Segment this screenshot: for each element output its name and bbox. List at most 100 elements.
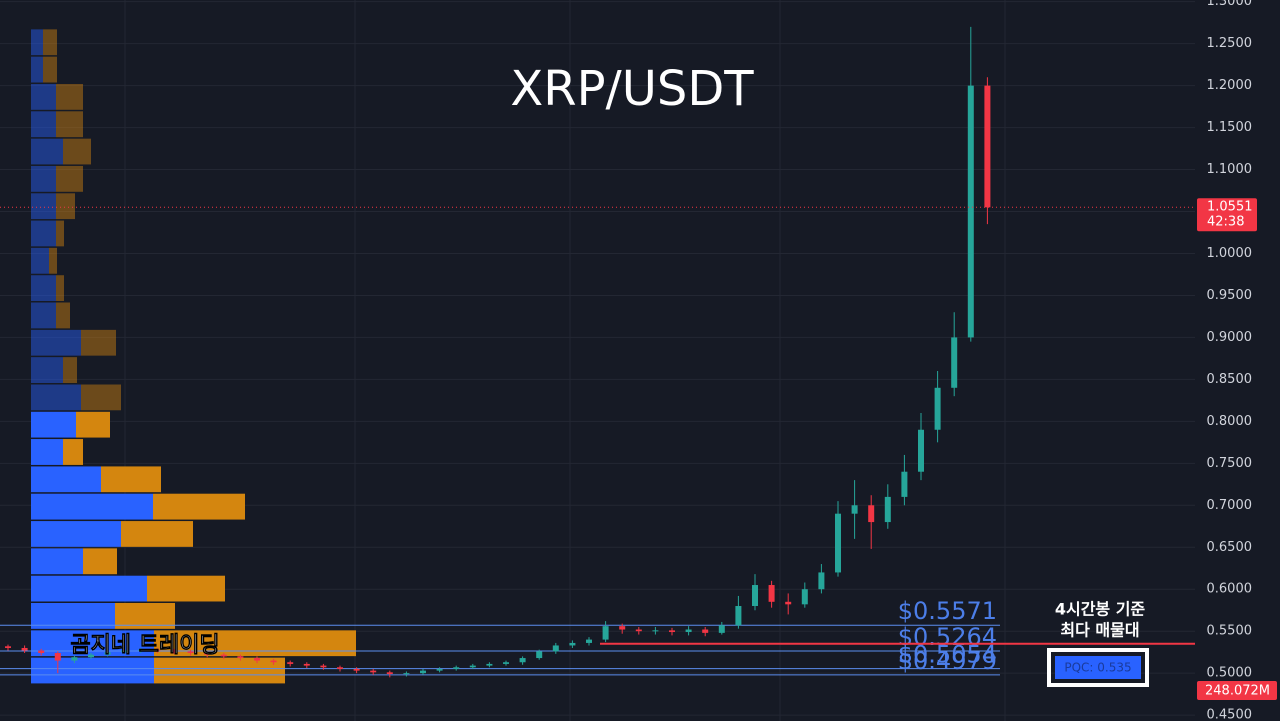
profile-sell <box>56 165 83 192</box>
profile-buy <box>31 630 154 657</box>
profile-buy <box>31 493 153 520</box>
profile-sell <box>56 84 83 110</box>
candle-body <box>735 606 742 626</box>
candle-body <box>602 626 609 640</box>
candle-body <box>320 665 327 668</box>
candle-body <box>370 670 377 673</box>
candle-body <box>685 629 692 633</box>
candle-body <box>718 625 725 633</box>
watermark: 곰지네 트레이딩 <box>70 633 219 658</box>
profile-sell <box>147 575 225 602</box>
profile-sell <box>56 275 64 302</box>
y-tick-label: 0.6500 <box>1207 540 1253 555</box>
chart-title: XRP/USDT <box>510 61 754 117</box>
y-tick-label: 0.7000 <box>1207 498 1253 513</box>
profile-buy <box>31 247 49 274</box>
y-tick-label: 1.1500 <box>1207 120 1253 135</box>
candle-body <box>220 654 227 657</box>
candle-body <box>287 662 294 664</box>
candle-body <box>519 658 526 663</box>
y-tick-label: 0.5500 <box>1207 624 1253 639</box>
candle-body <box>5 646 11 648</box>
candle-body <box>851 505 858 514</box>
level-label: $0.4979 <box>898 647 997 675</box>
candle-body <box>984 85 991 208</box>
profile-sell <box>76 411 110 438</box>
y-tick-label: 0.5000 <box>1207 666 1253 681</box>
candle-body <box>868 505 875 523</box>
poc-note: 최다 매물대 <box>1060 621 1139 640</box>
y-tick-label: 0.9500 <box>1207 288 1253 303</box>
profile-buy <box>31 29 43 56</box>
poc-note: 4시간봉 기준 <box>1055 600 1146 619</box>
y-tick-label: 0.7500 <box>1207 456 1253 471</box>
candle-body <box>171 650 177 652</box>
candle-body <box>353 668 360 671</box>
volume-profile <box>31 29 356 684</box>
y-tick-label: 0.4500 <box>1207 708 1253 721</box>
profile-buy <box>31 439 63 465</box>
profile-buy <box>31 302 56 329</box>
profile-sell <box>101 466 161 493</box>
candle-body <box>785 601 792 605</box>
candle-body <box>270 660 277 663</box>
candle-body <box>154 649 161 651</box>
profile-sell <box>83 548 117 575</box>
profile-sell <box>154 657 285 684</box>
profile-buy <box>31 84 56 110</box>
candle-body <box>204 653 211 655</box>
profile-buy <box>31 275 56 302</box>
candle-body <box>901 471 908 497</box>
profile-buy <box>31 220 56 247</box>
candle-body <box>21 647 28 651</box>
candle-body <box>768 585 775 602</box>
candle-body <box>967 85 974 338</box>
profile-sell <box>56 302 70 329</box>
profile-buy <box>31 575 147 602</box>
level-label: $0.5264 <box>898 623 997 651</box>
candle-body <box>104 652 111 655</box>
profile-buy <box>31 411 76 438</box>
candle-body <box>934 387 941 430</box>
y-tick-label: 1.2500 <box>1207 36 1253 51</box>
profile-buy <box>31 111 56 138</box>
candle-body <box>669 630 675 633</box>
profile-buy <box>31 357 63 384</box>
candle-body <box>569 642 576 646</box>
volume-tag <box>1197 681 1277 700</box>
profile-buy <box>31 521 121 547</box>
candle-body <box>38 650 45 654</box>
candle-body <box>469 665 476 668</box>
profile-sell <box>81 329 116 356</box>
candle-body <box>702 629 709 633</box>
countdown-label: 42:38 <box>1207 215 1244 230</box>
profile-sell <box>56 111 83 138</box>
candle-body <box>536 651 543 659</box>
profile-buy <box>31 193 56 220</box>
candle-body <box>137 649 144 651</box>
y-tick-label: 1.0000 <box>1207 246 1253 261</box>
profile-sell <box>63 357 77 384</box>
candle-body <box>237 656 244 659</box>
candle-body <box>635 629 642 632</box>
y-tick-label: 0.9000 <box>1207 330 1253 345</box>
level-label: $0.5054 <box>898 641 997 669</box>
level-label: $0.5571 <box>898 597 997 625</box>
candle-body <box>187 651 194 654</box>
candle-body <box>835 513 841 573</box>
y-tick-label: 0.6000 <box>1207 582 1253 597</box>
profile-sell <box>43 56 57 83</box>
profile-buy <box>31 138 63 165</box>
candle-body <box>918 429 924 472</box>
candle-body <box>88 654 94 658</box>
volume-label: 248.072M <box>1205 684 1270 699</box>
profile-sell <box>43 29 57 56</box>
candle-body <box>403 673 410 675</box>
last-price-tag <box>1197 198 1257 232</box>
candle-body <box>752 585 758 607</box>
levels: $0.5571$0.5264$0.5054$0.4979 <box>0 597 1000 676</box>
profile-sell <box>63 439 83 465</box>
candle-body <box>486 663 493 666</box>
candle-body <box>254 658 260 661</box>
